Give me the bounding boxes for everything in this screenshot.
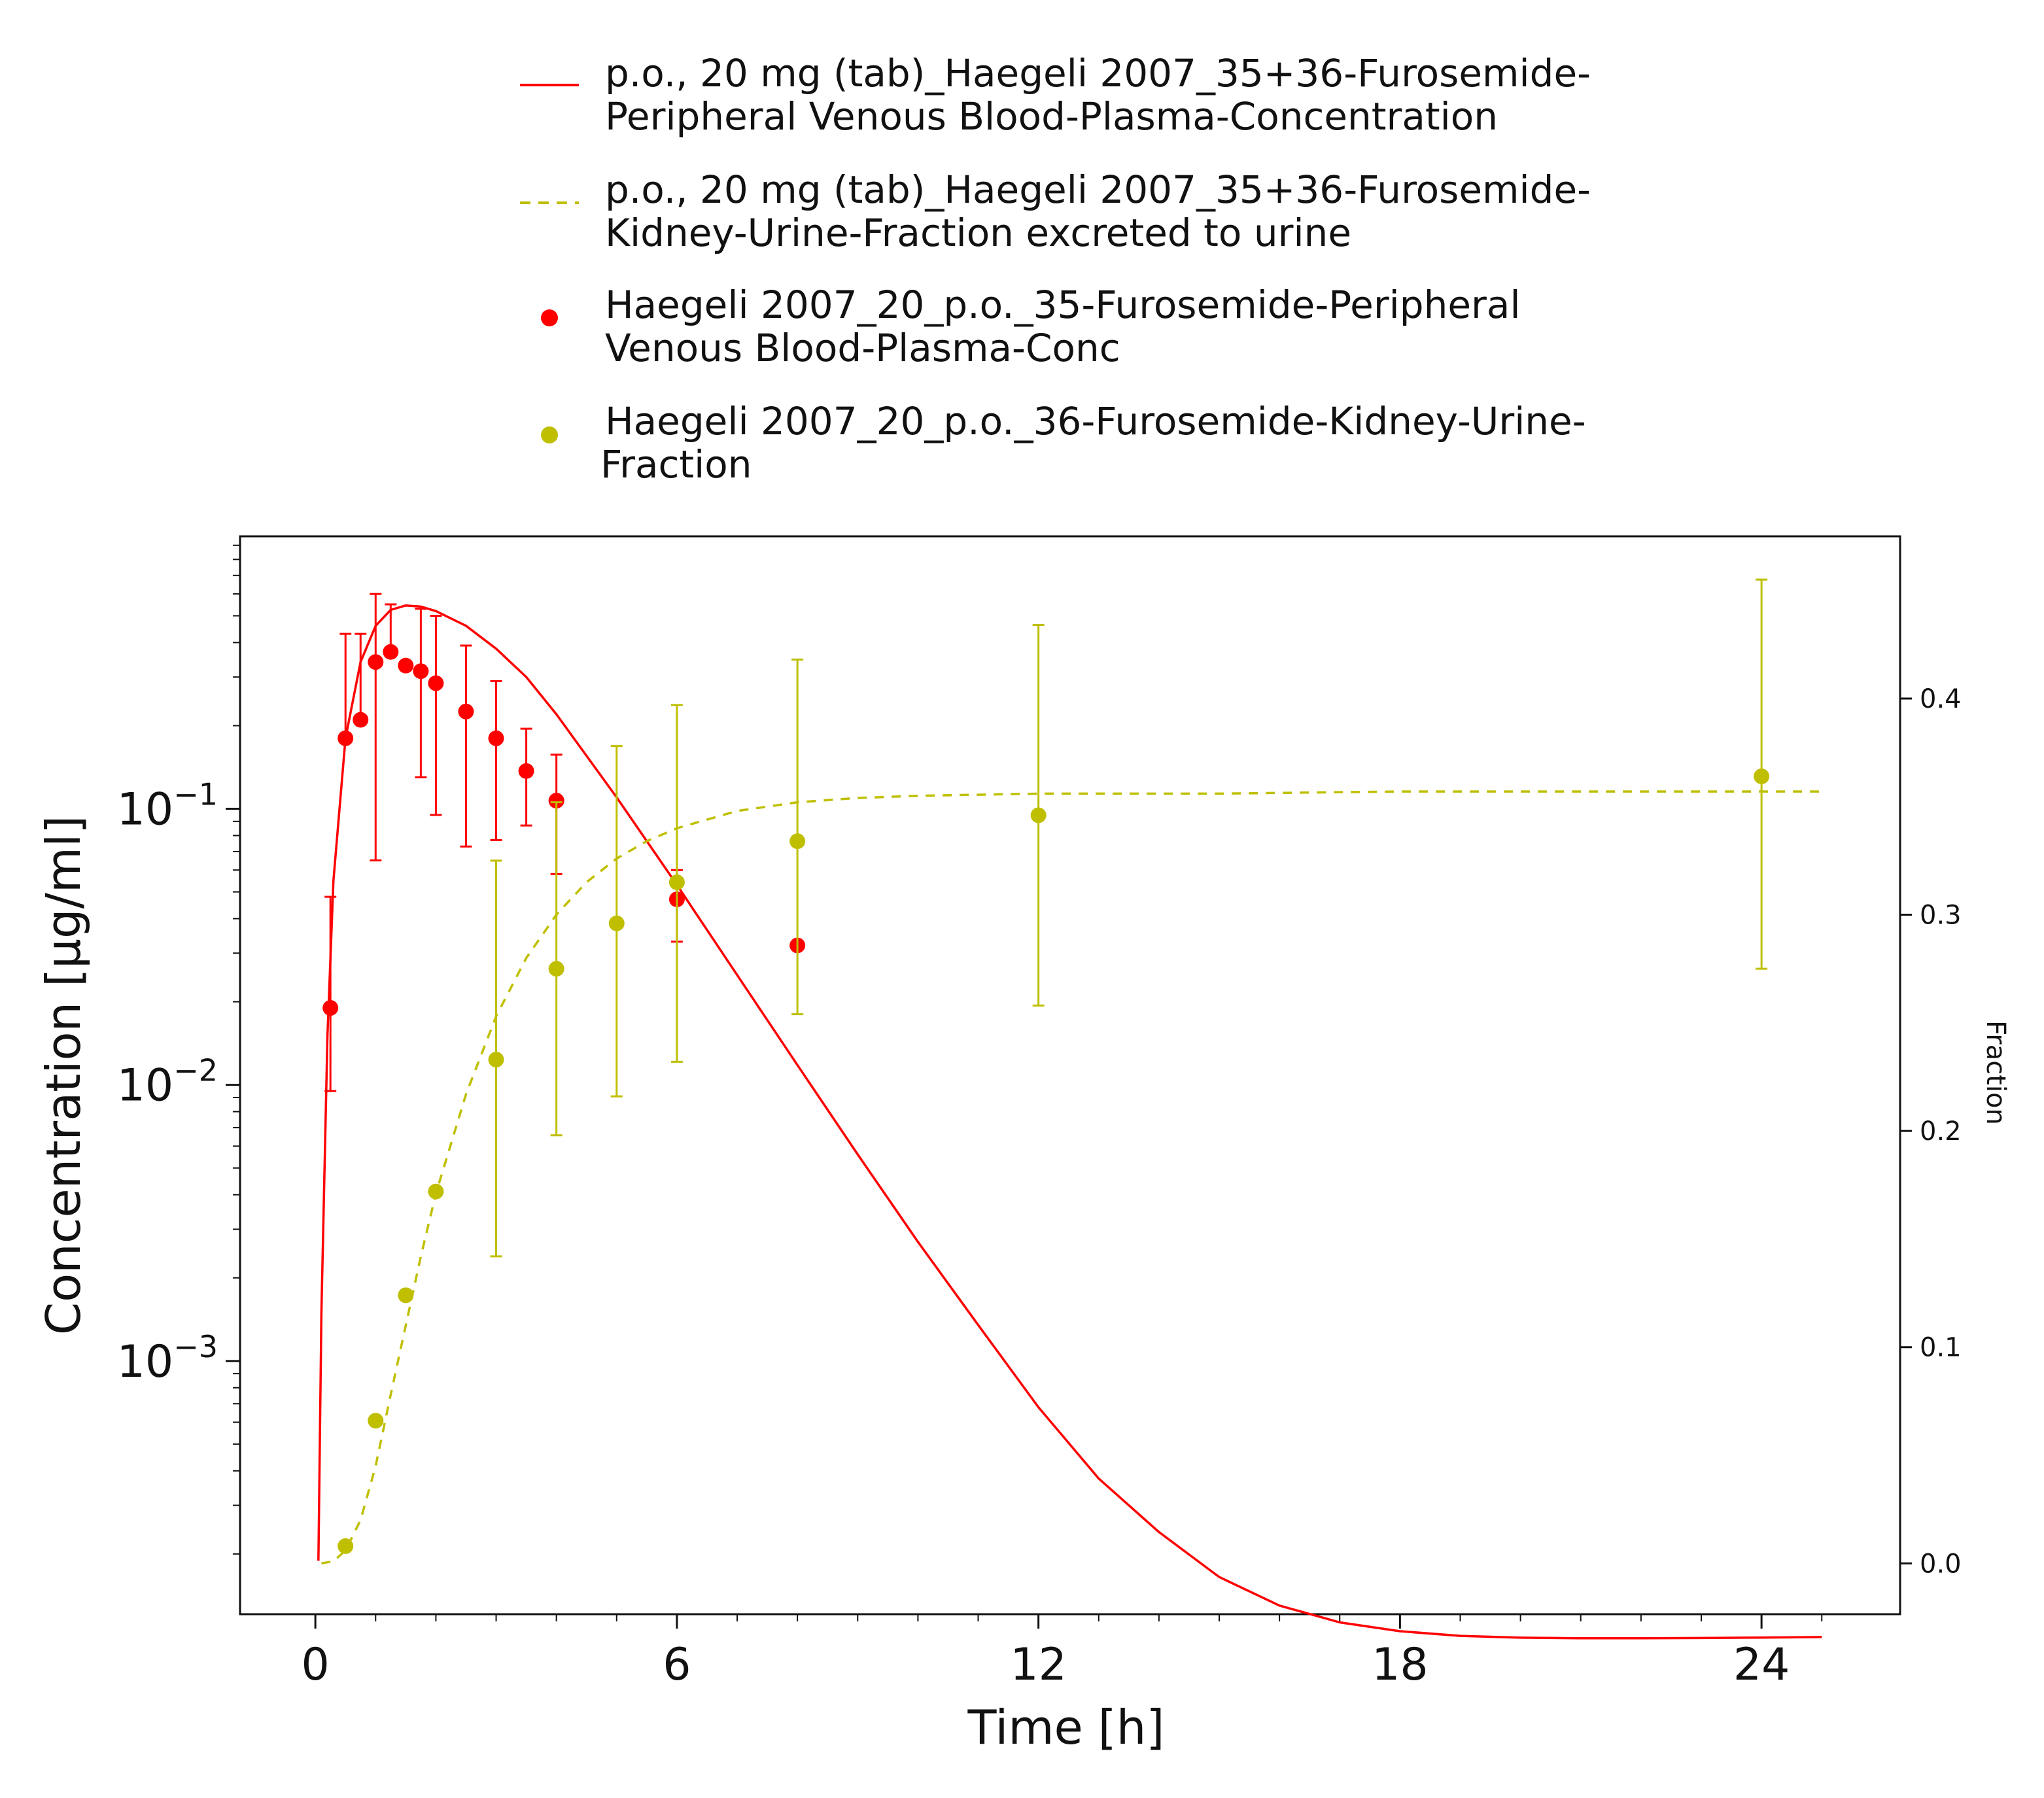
- series-2-point-1: [338, 730, 354, 746]
- series-3-point-10: [1754, 768, 1770, 784]
- x-axis-title: Time [h]: [967, 1700, 1165, 1755]
- legend-label-model-plasma: p.o., 20 mg (tab)_Haegeli 2007_35+36-Fur…: [605, 51, 1603, 139]
- series-3-point-9: [1030, 807, 1047, 823]
- legend-swatch-observed-urine: [541, 426, 558, 443]
- series-1-line: [321, 790, 1822, 1565]
- series-3-point-0: [338, 1538, 354, 1554]
- series-3-point-4: [488, 1052, 504, 1068]
- series-2-point-11: [548, 793, 564, 809]
- x-tick-label-4: 24: [1733, 1639, 1790, 1691]
- x-tick-label-1: 6: [663, 1639, 691, 1691]
- y2-tick-label-2: 0.2: [1920, 1116, 1962, 1147]
- series-2-point-7: [428, 675, 444, 691]
- y2-tick-label-1: 0.1: [1920, 1333, 1962, 1363]
- y2-tick-label-3: 0.3: [1920, 901, 1962, 931]
- series-2-point-9: [488, 730, 504, 746]
- series-2-point-6: [413, 663, 429, 680]
- series-2-point-8: [458, 703, 474, 719]
- series-layer: [317, 578, 1822, 1640]
- series-3-point-8: [789, 833, 806, 850]
- series-0-line: [317, 604, 1822, 1640]
- series-3-point-6: [608, 915, 625, 931]
- series-2-point-3: [368, 654, 384, 670]
- series-3-point-7: [668, 874, 685, 890]
- y2-tick-label-4: 0.4: [1920, 684, 1962, 714]
- plot-frame: [239, 535, 1901, 1616]
- y2-tick-label-0: 0.0: [1920, 1549, 1962, 1579]
- series-2-point-10: [518, 763, 534, 779]
- series-3-point-3: [428, 1183, 444, 1200]
- legend-label-model-urine: p.o., 20 mg (tab)_Haegeli 2007_35+36-Fur…: [605, 167, 1603, 255]
- legend-swatch-observed-plasma: [541, 309, 558, 326]
- series-2-point-2: [353, 712, 369, 728]
- y2-axis-title: Fraction: [1981, 1020, 2011, 1125]
- series-2-point-0: [322, 1000, 339, 1016]
- y-tick-label-2: 10−3: [117, 1329, 218, 1388]
- y-tick-label-0: 10−1: [117, 777, 218, 836]
- series-3-point-5: [548, 961, 564, 977]
- x-tick-label-0: 0: [302, 1639, 330, 1691]
- legend-label-observed-plasma: Haegeli 2007_20_p.o._35-Furosemide-Perip…: [605, 283, 1533, 370]
- series-3-point-1: [368, 1413, 384, 1429]
- y-tick-label-1: 10−2: [117, 1053, 218, 1112]
- axes: 0 6 12 18 24 10−1 10−2 10−3 0.0 0.1 0.2 0.3 0.4: [117, 544, 1962, 1691]
- legend: p.o., 20 mg (tab)_Haegeli 2007_35+36-Fur…: [520, 51, 1603, 487]
- series-2-point-5: [398, 657, 414, 674]
- x-tick-label-3: 18: [1372, 1639, 1429, 1691]
- y-axis-title: Concentration [µg/ml]: [36, 816, 91, 1335]
- series-2-point-4: [383, 644, 399, 660]
- legend-label-observed-urine: Haegeli 2007_20_p.o._36-Furosemide-Kidne…: [600, 399, 1598, 487]
- series-3-point-2: [398, 1287, 414, 1304]
- x-tick-label-2: 12: [1010, 1639, 1067, 1691]
